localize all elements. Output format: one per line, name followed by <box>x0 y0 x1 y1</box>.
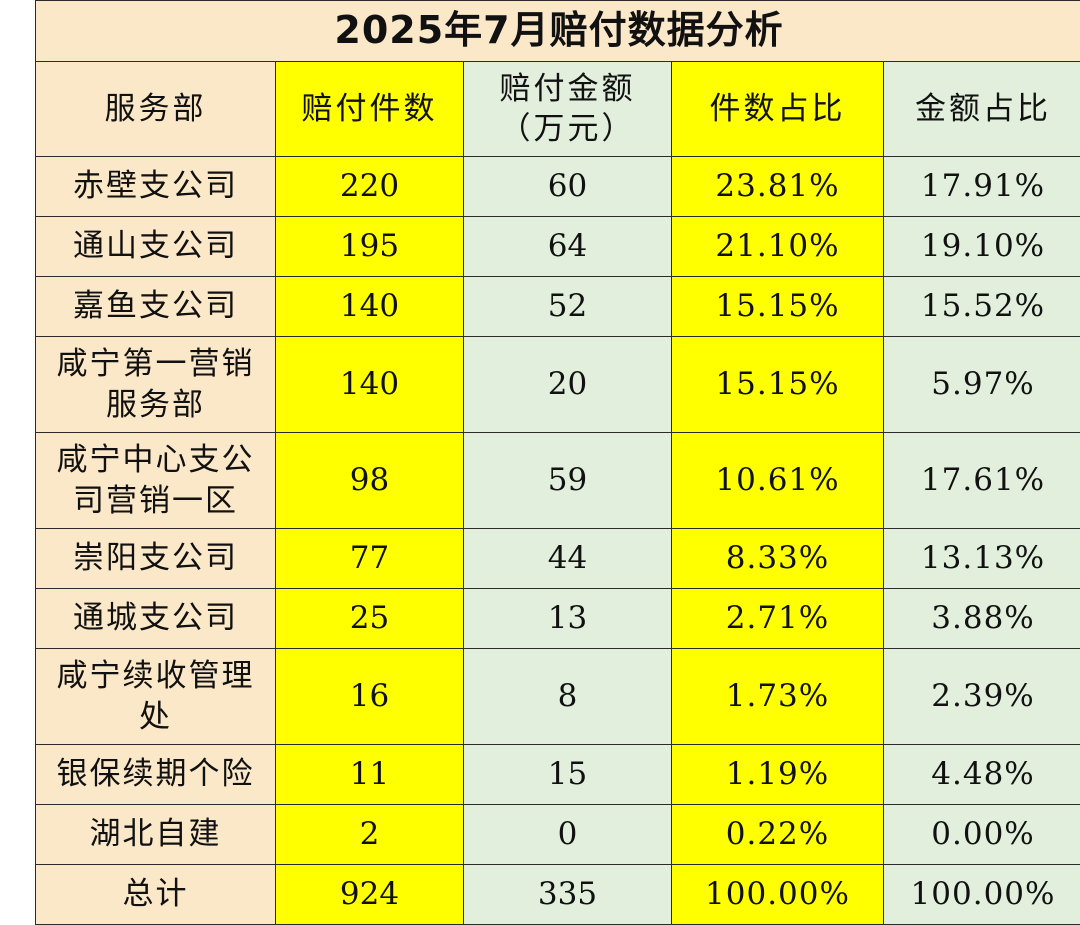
total-label: 总计 <box>35 864 276 925</box>
table-row: 咸宁续收管理处 16 8 1.73% 2.39% <box>35 648 1080 745</box>
total-row: 总计 924 335 100.00% 100.00% <box>35 864 1080 925</box>
claim-amount: 60 <box>463 156 672 217</box>
amount-ratio: 0.00% <box>882 804 1080 865</box>
dept-name: 咸宁续收管理处 <box>35 648 276 745</box>
dept-name: 咸宁第一营销服务部 <box>35 336 276 433</box>
amount-ratio: 15.52% <box>882 276 1080 337</box>
dept-name-text: 咸宁中心支公司营销一区 <box>56 442 255 519</box>
table-row: 通城支公司 25 13 2.71% 3.88% <box>35 588 1080 649</box>
amount-ratio: 19.10% <box>882 216 1080 277</box>
table-row: 嘉鱼支公司 140 52 15.15% 15.52% <box>35 276 1080 337</box>
claim-amount: 15 <box>463 744 672 805</box>
claim-count: 25 <box>275 588 464 649</box>
header-count-ratio: 件数占比 <box>671 61 884 157</box>
dept-name-text: 咸宁续收管理处 <box>56 658 255 735</box>
claim-count: 16 <box>275 648 464 745</box>
count-ratio: 1.73% <box>671 648 884 745</box>
header-department: 服务部 <box>35 61 276 157</box>
count-ratio: 2.71% <box>671 588 884 649</box>
total-claim-amount: 335 <box>463 864 672 925</box>
claim-count: 140 <box>275 276 464 337</box>
claims-table: 2025年7月赔付数据分析 服务部 赔付件数 赔付金额 （万元） 件数占比 金额… <box>34 0 1080 925</box>
claim-amount: 52 <box>463 276 672 337</box>
amount-ratio: 2.39% <box>882 648 1080 745</box>
table-row: 通山支公司 195 64 21.10% 19.10% <box>35 216 1080 277</box>
claim-amount: 0 <box>463 804 672 865</box>
claim-count: 220 <box>275 156 464 217</box>
dept-name: 咸宁中心支公司营销一区 <box>35 432 276 529</box>
total-amount-ratio: 100.00% <box>882 864 1080 925</box>
table-row: 崇阳支公司 77 44 8.33% 13.13% <box>35 528 1080 589</box>
count-ratio: 8.33% <box>671 528 884 589</box>
amount-ratio: 17.61% <box>882 432 1080 529</box>
amount-ratio: 4.48% <box>882 744 1080 805</box>
header-claim-amount-line2: （万元） <box>499 111 636 147</box>
total-count-ratio: 100.00% <box>671 864 884 925</box>
header-row: 服务部 赔付件数 赔付金额 （万元） 件数占比 金额占比 <box>35 61 1080 157</box>
amount-ratio: 3.88% <box>882 588 1080 649</box>
claim-count: 2 <box>275 804 464 865</box>
claim-amount: 59 <box>463 432 672 529</box>
table-row: 银保续期个险 11 15 1.19% 4.48% <box>35 744 1080 805</box>
header-claim-amount-line1: 赔付金额 <box>499 70 636 107</box>
claim-amount: 8 <box>463 648 672 745</box>
count-ratio: 23.81% <box>671 156 884 217</box>
claim-count: 98 <box>275 432 464 529</box>
dept-name: 湖北自建 <box>35 804 276 865</box>
header-claim-amount: 赔付金额 （万元） <box>463 61 672 157</box>
amount-ratio: 17.91% <box>882 156 1080 217</box>
claim-count: 77 <box>275 528 464 589</box>
claim-amount: 64 <box>463 216 672 277</box>
table-title: 2025年7月赔付数据分析 <box>34 0 1080 62</box>
table-row: 赤壁支公司 220 60 23.81% 17.91% <box>35 156 1080 217</box>
table-row: 咸宁中心支公司营销一区 98 59 10.61% 17.61% <box>35 432 1080 529</box>
header-claim-count: 赔付件数 <box>275 61 464 157</box>
claim-count: 11 <box>275 744 464 805</box>
claim-amount: 44 <box>463 528 672 589</box>
dept-name: 赤壁支公司 <box>35 156 276 217</box>
table-row: 咸宁第一营销服务部 140 20 15.15% 5.97% <box>35 336 1080 433</box>
claim-amount: 13 <box>463 588 672 649</box>
dept-name: 银保续期个险 <box>35 744 276 805</box>
amount-ratio: 13.13% <box>882 528 1080 589</box>
count-ratio: 15.15% <box>671 276 884 337</box>
count-ratio: 21.10% <box>671 216 884 277</box>
claim-amount: 20 <box>463 336 672 433</box>
dept-name: 通城支公司 <box>35 588 276 649</box>
count-ratio: 1.19% <box>671 744 884 805</box>
claim-count: 140 <box>275 336 464 433</box>
count-ratio: 10.61% <box>671 432 884 529</box>
title-row: 2025年7月赔付数据分析 <box>34 0 1080 62</box>
count-ratio: 0.22% <box>671 804 884 865</box>
dept-name-text: 咸宁第一营销服务部 <box>56 346 255 423</box>
claim-count: 195 <box>275 216 464 277</box>
count-ratio: 15.15% <box>671 336 884 433</box>
dept-name: 嘉鱼支公司 <box>35 276 276 337</box>
header-amount-ratio: 金额占比 <box>882 61 1080 157</box>
table-row: 湖北自建 2 0 0.22% 0.00% <box>35 804 1080 865</box>
total-claim-count: 924 <box>275 864 464 925</box>
amount-ratio: 5.97% <box>882 336 1080 433</box>
dept-name: 通山支公司 <box>35 216 276 277</box>
dept-name: 崇阳支公司 <box>35 528 276 589</box>
